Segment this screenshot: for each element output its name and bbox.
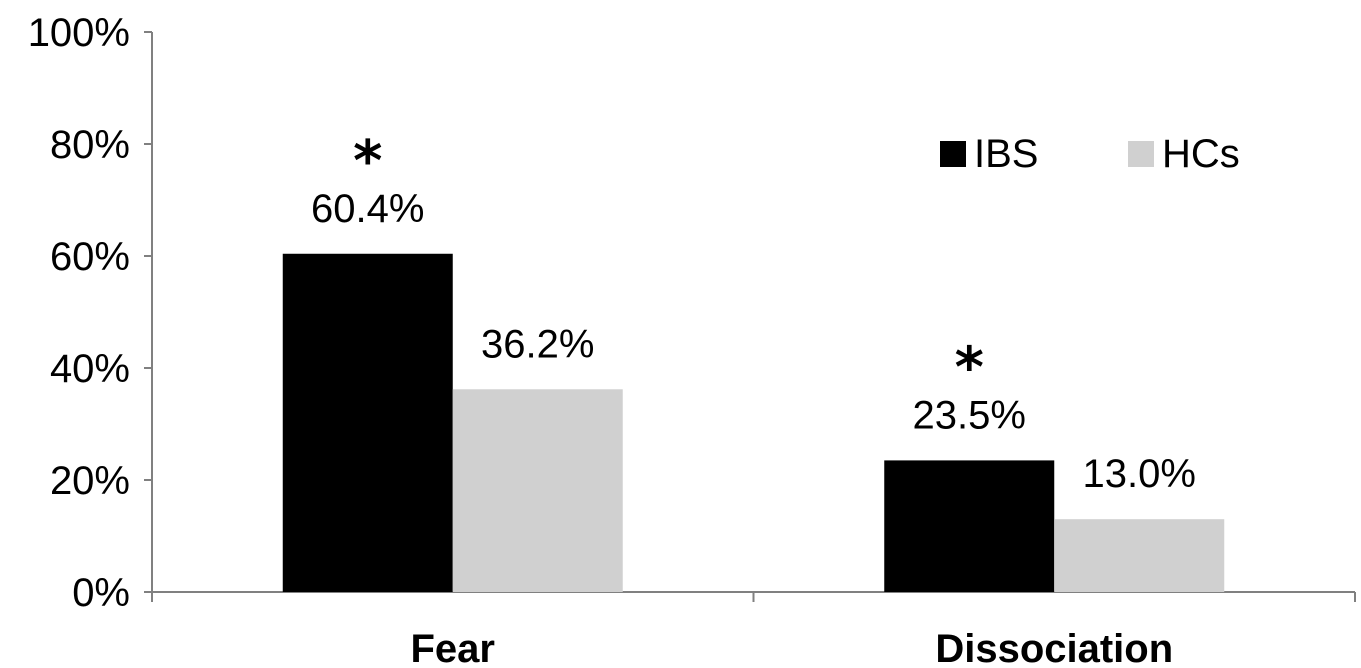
x-category-label: Fear bbox=[411, 627, 496, 668]
legend-swatch-ibs bbox=[940, 141, 966, 167]
data-label: 60.4% bbox=[311, 187, 424, 231]
y-tick-label: 0% bbox=[72, 571, 130, 615]
y-tick-label: 60% bbox=[50, 235, 130, 279]
y-tick-label: 20% bbox=[50, 459, 130, 503]
data-label: 23.5% bbox=[913, 393, 1026, 437]
y-tick-label: 100% bbox=[28, 11, 130, 55]
legend-label-ibs: IBS bbox=[974, 132, 1038, 176]
significance-asterisk: * bbox=[353, 129, 382, 194]
bar-hcs-fear bbox=[452, 389, 623, 592]
data-label: 36.2% bbox=[481, 322, 594, 366]
y-tick-label: 80% bbox=[50, 123, 130, 167]
bar-ibs-dissociation bbox=[884, 460, 1055, 592]
bar-ibs-fear bbox=[282, 253, 453, 592]
bar-hcs-dissociation bbox=[1054, 519, 1225, 592]
data-label: 13.0% bbox=[1083, 452, 1196, 496]
y-tick-label: 40% bbox=[50, 347, 130, 391]
x-category-label: Dissociation bbox=[935, 627, 1173, 668]
significance-asterisk: * bbox=[955, 335, 984, 400]
legend-label-hcs: HCs bbox=[1162, 132, 1240, 176]
legend-swatch-hcs bbox=[1128, 141, 1154, 167]
